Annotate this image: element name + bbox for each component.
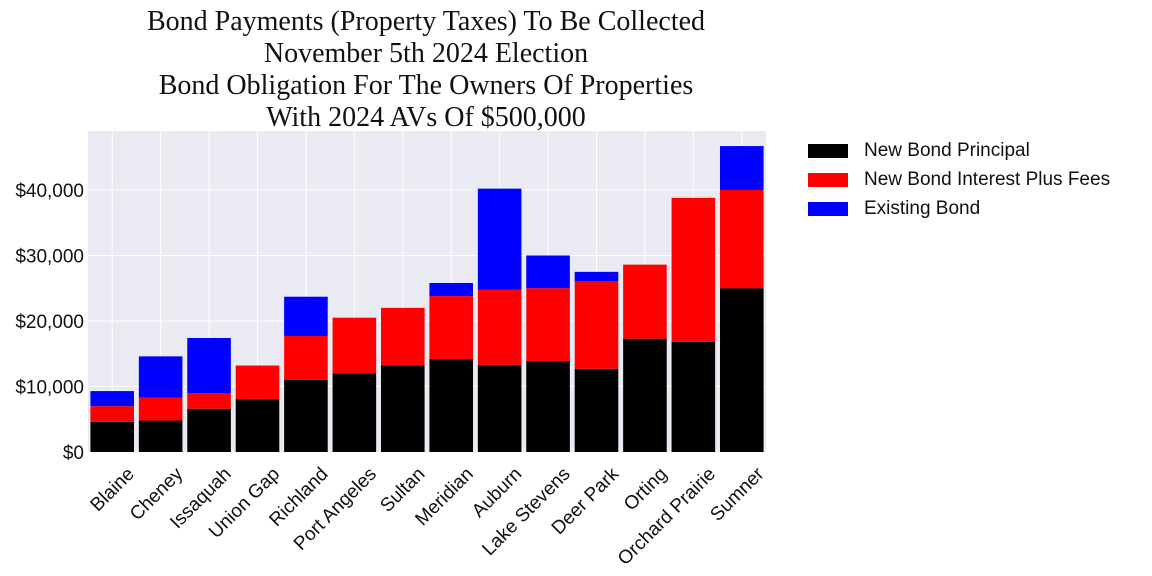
y-tick-label: $20,000 bbox=[15, 312, 84, 333]
bar-existing bbox=[526, 255, 570, 289]
y-tick-label: $40,000 bbox=[15, 181, 84, 202]
legend-label-principal: New Bond Principal bbox=[864, 139, 1030, 161]
bar-principal bbox=[574, 368, 619, 452]
bar-principal bbox=[138, 420, 183, 452]
bar-interest bbox=[574, 281, 619, 369]
legend: New Bond Principal New Bond Interest Plu… bbox=[808, 136, 1110, 223]
bar-existing bbox=[90, 391, 135, 407]
bar-interest bbox=[719, 189, 764, 289]
y-tick-label: $10,000 bbox=[15, 377, 84, 398]
bar-interest bbox=[332, 317, 377, 374]
legend-label-interest: New Bond Interest Plus Fees bbox=[864, 168, 1111, 190]
bar-principal bbox=[380, 365, 425, 452]
legend-swatch-existing bbox=[808, 201, 848, 216]
chart-title-line-2: November 5th 2024 Election bbox=[263, 38, 589, 69]
chart-title: Bond Payments (Property Taxes) To Be Col… bbox=[86, 6, 766, 134]
bar-existing bbox=[574, 271, 619, 282]
bar-principal bbox=[719, 288, 764, 452]
bar-interest bbox=[380, 307, 425, 366]
bar-existing bbox=[284, 296, 328, 337]
x-tick-label: Sumner bbox=[706, 463, 768, 525]
y-axis-ticks: $0 $10,000 $20,000 $30,000 $40,000 bbox=[15, 181, 84, 464]
bar-principal bbox=[526, 360, 570, 452]
bar-existing bbox=[187, 338, 231, 394]
bar-interest bbox=[429, 296, 474, 359]
bar-principal bbox=[284, 379, 328, 452]
bar-interest bbox=[284, 336, 328, 380]
chart-title-line-3: Bond Obligation For The Owners Of Proper… bbox=[158, 70, 694, 101]
bar-interest bbox=[138, 397, 183, 421]
legend-item-interest: New Bond Interest Plus Fees bbox=[808, 165, 1110, 194]
legend-swatch-interest bbox=[808, 172, 848, 187]
bar-principal bbox=[477, 364, 522, 452]
bar-interest bbox=[235, 365, 280, 399]
legend-item-existing: Existing Bond bbox=[808, 194, 1110, 223]
bars bbox=[90, 146, 764, 452]
bar-existing bbox=[719, 146, 764, 190]
bar-interest bbox=[187, 393, 231, 409]
bar-interest bbox=[477, 289, 522, 365]
bar-principal bbox=[235, 398, 280, 452]
bar-principal bbox=[90, 421, 135, 452]
bar-principal bbox=[429, 358, 474, 452]
bar-principal bbox=[623, 338, 667, 452]
bar-interest bbox=[90, 406, 135, 422]
bar-existing bbox=[477, 188, 522, 290]
bar-interest bbox=[623, 264, 667, 339]
bar-principal bbox=[187, 408, 231, 452]
bar-existing bbox=[138, 356, 183, 398]
chart-title-line-1: Bond Payments (Property Taxes) To Be Col… bbox=[146, 6, 706, 37]
bar-principal bbox=[332, 373, 377, 452]
bar-interest bbox=[526, 288, 570, 361]
legend-item-principal: New Bond Principal bbox=[808, 136, 1110, 165]
bar-existing bbox=[429, 282, 474, 297]
y-tick-label: $0 bbox=[63, 443, 84, 464]
bar-interest bbox=[671, 197, 716, 342]
chart-title-line-4: With 2024 AVs Of $500,000 bbox=[266, 102, 586, 133]
legend-label-existing: Existing Bond bbox=[864, 197, 981, 219]
y-tick-label: $30,000 bbox=[15, 246, 84, 267]
legend-swatch-principal bbox=[808, 143, 848, 158]
bar-principal bbox=[671, 341, 716, 452]
